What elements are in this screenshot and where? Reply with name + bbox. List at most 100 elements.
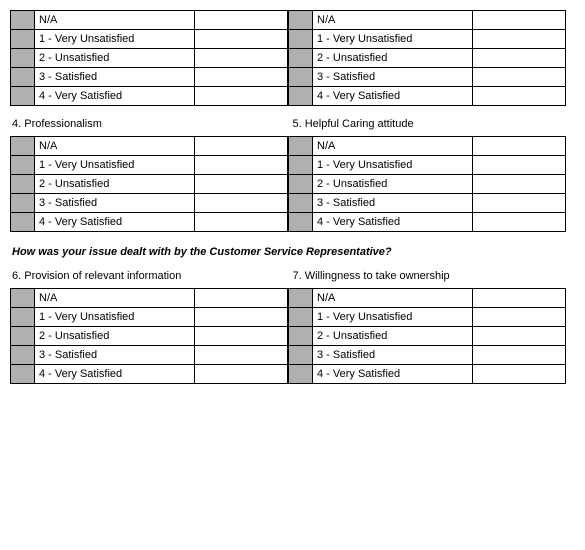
rating-row: 2 - Unsatisfied [289, 49, 566, 68]
fill-cell[interactable] [195, 194, 288, 213]
radio-cell[interactable] [289, 327, 313, 346]
rating-label: N/A [35, 137, 195, 156]
rating-table: N/A 1 - Very Unsatisfied 2 - Unsatisfied… [288, 10, 566, 106]
fill-cell[interactable] [195, 11, 288, 30]
fill-cell[interactable] [473, 194, 566, 213]
rating-table: N/A 1 - Very Unsatisfied 2 - Unsatisfied… [288, 136, 566, 232]
fill-cell[interactable] [473, 289, 566, 308]
rating-label: N/A [35, 289, 195, 308]
radio-cell[interactable] [289, 30, 313, 49]
radio-cell[interactable] [11, 308, 35, 327]
fill-cell[interactable] [195, 156, 288, 175]
fill-cell[interactable] [195, 327, 288, 346]
radio-cell[interactable] [11, 49, 35, 68]
rating-row: 3 - Satisfied [289, 194, 566, 213]
radio-cell[interactable] [11, 346, 35, 365]
fill-cell[interactable] [473, 49, 566, 68]
rating-label: 2 - Unsatisfied [313, 175, 473, 194]
rating-row: 4 - Very Satisfied [11, 213, 288, 232]
fill-cell[interactable] [195, 175, 288, 194]
fill-cell[interactable] [195, 365, 288, 384]
fill-cell[interactable] [195, 308, 288, 327]
fill-cell[interactable] [473, 213, 566, 232]
rating-row: 2 - Unsatisfied [11, 175, 288, 194]
rating-table: N/A 1 - Very Unsatisfied 2 - Unsatisfied… [10, 136, 288, 232]
rating-label: 3 - Satisfied [313, 346, 473, 365]
radio-cell[interactable] [11, 213, 35, 232]
radio-cell[interactable] [289, 87, 313, 106]
radio-cell[interactable] [289, 194, 313, 213]
rating-row: 1 - Very Unsatisfied [11, 30, 288, 49]
rating-label: 2 - Unsatisfied [35, 175, 195, 194]
rating-label: 1 - Very Unsatisfied [313, 156, 473, 175]
radio-cell[interactable] [11, 194, 35, 213]
rating-block-left-1: N/A 1 - Very Unsatisfied 2 - Unsatisfied… [10, 10, 288, 106]
radio-cell[interactable] [289, 308, 313, 327]
rating-label: 2 - Unsatisfied [313, 327, 473, 346]
rating-row: 4 - Very Satisfied [289, 213, 566, 232]
radio-cell[interactable] [11, 68, 35, 87]
rating-pair-3: N/A 1 - Very Unsatisfied 2 - Unsatisfied… [10, 288, 575, 384]
rating-block-left-2: N/A 1 - Very Unsatisfied 2 - Unsatisfied… [10, 136, 288, 232]
fill-cell[interactable] [473, 156, 566, 175]
fill-cell[interactable] [195, 289, 288, 308]
rating-row: 1 - Very Unsatisfied [289, 156, 566, 175]
rating-label: 3 - Satisfied [35, 68, 195, 87]
fill-cell[interactable] [195, 68, 288, 87]
radio-cell[interactable] [11, 137, 35, 156]
radio-cell[interactable] [289, 49, 313, 68]
fill-cell[interactable] [473, 87, 566, 106]
rating-row: N/A [289, 11, 566, 30]
fill-cell[interactable] [473, 137, 566, 156]
fill-cell[interactable] [473, 175, 566, 194]
radio-cell[interactable] [289, 68, 313, 87]
radio-cell[interactable] [289, 289, 313, 308]
radio-cell[interactable] [11, 30, 35, 49]
fill-cell[interactable] [473, 308, 566, 327]
radio-cell[interactable] [11, 156, 35, 175]
radio-cell[interactable] [289, 213, 313, 232]
rating-label: 4 - Very Satisfied [35, 87, 195, 106]
radio-cell[interactable] [11, 11, 35, 30]
fill-cell[interactable] [473, 327, 566, 346]
radio-cell[interactable] [289, 137, 313, 156]
rating-table: N/A 1 - Very Unsatisfied 2 - Unsatisfied… [288, 288, 566, 384]
radio-cell[interactable] [11, 327, 35, 346]
radio-cell[interactable] [11, 289, 35, 308]
fill-cell[interactable] [473, 68, 566, 87]
radio-cell[interactable] [289, 156, 313, 175]
fill-cell[interactable] [473, 346, 566, 365]
section-heading: How was your issue dealt with by the Cus… [10, 236, 575, 262]
fill-cell[interactable] [195, 213, 288, 232]
fill-cell[interactable] [195, 137, 288, 156]
rating-block-left-3: N/A 1 - Very Unsatisfied 2 - Unsatisfied… [10, 288, 288, 384]
radio-cell[interactable] [11, 175, 35, 194]
rating-label: N/A [313, 137, 473, 156]
rating-label: 3 - Satisfied [313, 68, 473, 87]
question-5-label: 5. Helpful Caring attitude [293, 118, 574, 130]
rating-row: 3 - Satisfied [289, 346, 566, 365]
fill-cell[interactable] [473, 30, 566, 49]
rating-label: 3 - Satisfied [35, 346, 195, 365]
radio-cell[interactable] [11, 365, 35, 384]
radio-cell[interactable] [289, 175, 313, 194]
question-4-label: 4. Professionalism [12, 118, 293, 130]
rating-label: 2 - Unsatisfied [35, 327, 195, 346]
rating-label: 1 - Very Unsatisfied [35, 156, 195, 175]
fill-cell[interactable] [473, 11, 566, 30]
fill-cell[interactable] [195, 346, 288, 365]
radio-cell[interactable] [289, 365, 313, 384]
rating-label: 1 - Very Unsatisfied [313, 30, 473, 49]
fill-cell[interactable] [473, 365, 566, 384]
rating-row: 3 - Satisfied [11, 346, 288, 365]
rating-row: N/A [289, 289, 566, 308]
radio-cell[interactable] [11, 87, 35, 106]
rating-row: 2 - Unsatisfied [11, 49, 288, 68]
rating-label: N/A [313, 11, 473, 30]
radio-cell[interactable] [289, 11, 313, 30]
radio-cell[interactable] [289, 346, 313, 365]
fill-cell[interactable] [195, 49, 288, 68]
fill-cell[interactable] [195, 87, 288, 106]
rating-row: N/A [11, 137, 288, 156]
fill-cell[interactable] [195, 30, 288, 49]
